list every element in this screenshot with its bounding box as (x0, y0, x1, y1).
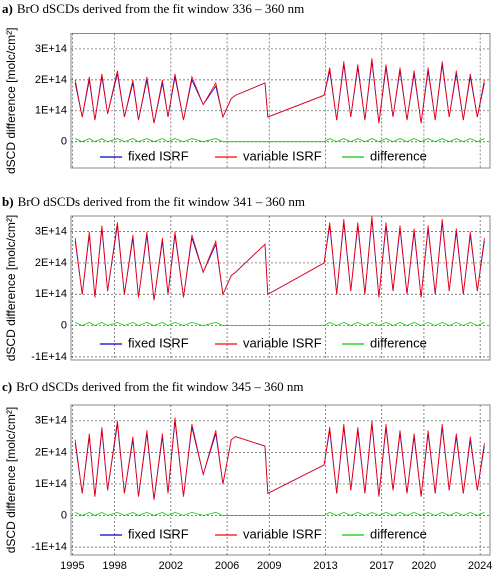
x-tick-label: 1998 (102, 560, 126, 572)
panel-title: a) BrO dSCDs derived from the fit window … (2, 1, 304, 16)
title-text: BrO dSCDs derived from the fit window 33… (17, 1, 304, 16)
series-line (75, 138, 485, 143)
y-tick-label: -1E+14 (31, 351, 67, 363)
y-tick-label: 0 (61, 509, 67, 521)
legend-label: fixed ISRF (128, 526, 189, 541)
panel-title: b) BrO dSCDs derived from the fit window … (2, 194, 305, 209)
series-line (74, 417, 485, 500)
x-tick-label: 2006 (215, 560, 239, 572)
legend-label: variable ISRF (243, 148, 322, 163)
panel-title: c) BrO dSCDs derived from the fit window … (2, 379, 304, 394)
y-tick-label: 3E+14 (35, 415, 67, 427)
y-tick-label: 3E+14 (35, 43, 67, 55)
y-tick-label: 2E+14 (35, 74, 67, 86)
panel-label: b) (2, 194, 14, 209)
y-tick-label: 0 (61, 319, 67, 331)
y-tick-label: 2E+14 (35, 446, 67, 458)
series-line (75, 511, 485, 516)
y-axis-title: dSCD difference [molc/cm²] (4, 215, 18, 362)
x-tick-label: 2002 (159, 560, 183, 572)
y-tick-label: 1E+14 (35, 105, 67, 117)
x-tick-label: 2024 (468, 560, 492, 572)
legend-label: difference (370, 526, 427, 541)
x-tick-label: 2017 (369, 560, 393, 572)
series-line (74, 58, 485, 124)
legend-label: fixed ISRF (128, 335, 189, 350)
legend-label: variable ISRF (243, 526, 322, 541)
legend-label: fixed ISRF (128, 148, 189, 163)
y-axis-title: dSCD difference [molc/cm²] (4, 407, 18, 554)
y-tick-label: 3E+14 (35, 226, 67, 238)
panel-label: c) (2, 379, 12, 394)
x-tick-label: 1995 (60, 560, 84, 572)
legend-label: difference (370, 148, 427, 163)
y-tick-label: 1E+14 (35, 288, 67, 300)
panel-label: a) (2, 1, 13, 16)
series-line (74, 215, 485, 301)
y-tick-label: 0 (61, 136, 67, 148)
y-tick-label: -1E+14 (31, 541, 67, 553)
title-text: BrO dSCDs derived from the fit window 34… (18, 194, 305, 209)
x-tick-label: 2020 (412, 560, 436, 572)
legend-label: difference (370, 335, 427, 350)
y-tick-label: 1E+14 (35, 478, 67, 490)
legend-label: variable ISRF (243, 335, 322, 350)
x-tick-label: 2009 (257, 560, 281, 572)
y-tick-label: 2E+14 (35, 257, 67, 269)
x-tick-label: 2013 (313, 560, 337, 572)
series-line (75, 321, 485, 327)
title-text: BrO dSCDs derived from the fit window 34… (16, 379, 303, 394)
plot-frame (70, 33, 491, 169)
y-axis-title: dSCD difference [molc/cm²] (4, 28, 18, 175)
